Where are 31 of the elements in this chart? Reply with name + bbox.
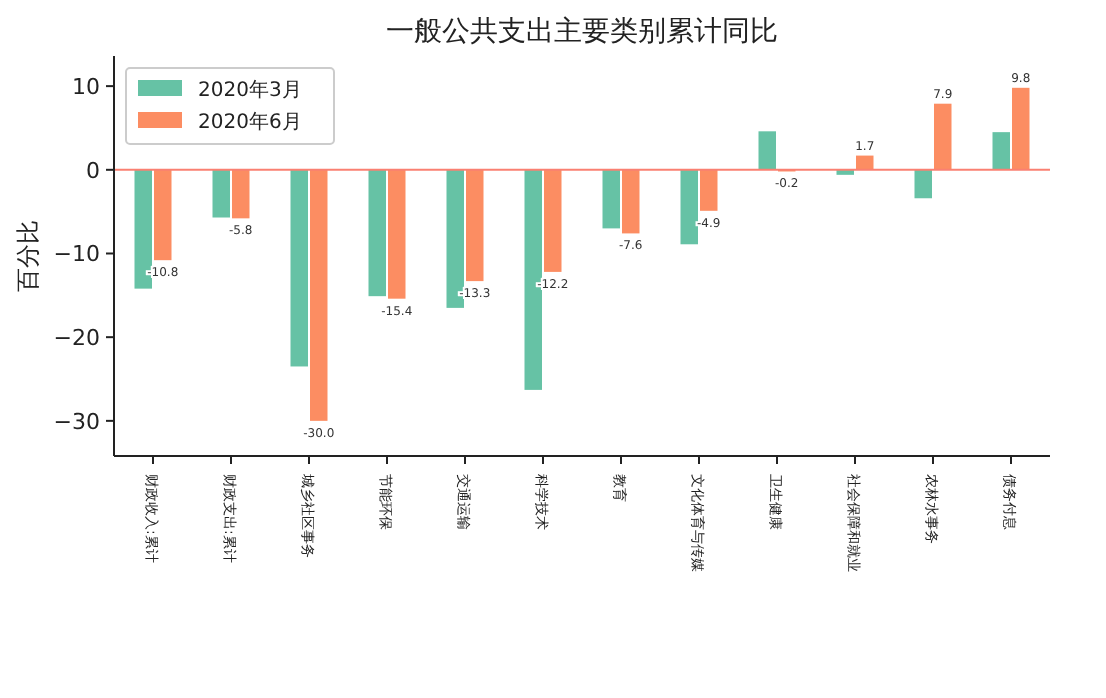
bar: [232, 169, 250, 219]
bar: [992, 132, 1010, 170]
bar: [466, 169, 484, 282]
chart-title: 一般公共支出主要类别累计同比: [386, 16, 778, 48]
bar: [212, 169, 230, 218]
bar: [680, 169, 698, 245]
bar: [758, 131, 776, 170]
bar: [290, 169, 308, 367]
y-tick-label: −10: [53, 241, 100, 268]
y-tick-label: −30: [53, 408, 100, 435]
bar: [446, 169, 464, 308]
y-axis-title: 百分比: [14, 220, 42, 292]
bar: [602, 169, 620, 229]
bar: [622, 169, 640, 234]
y-tick-label: 10: [72, 74, 100, 101]
bar: [310, 169, 328, 421]
bar: [544, 169, 562, 272]
bar: [934, 103, 952, 170]
bar: [856, 155, 874, 170]
legend-label: 2020年3月: [198, 78, 302, 102]
bar: [368, 169, 386, 297]
bar: [1012, 87, 1030, 170]
y-tick-label: 0: [86, 157, 100, 184]
y-tick-label: −20: [53, 325, 100, 352]
legend-label: 2020年6月: [198, 110, 302, 134]
bar: [700, 169, 718, 211]
bar: [134, 169, 152, 289]
bar: [388, 169, 406, 299]
bar: [524, 169, 542, 390]
bar: [154, 169, 172, 261]
bar: [914, 169, 932, 199]
